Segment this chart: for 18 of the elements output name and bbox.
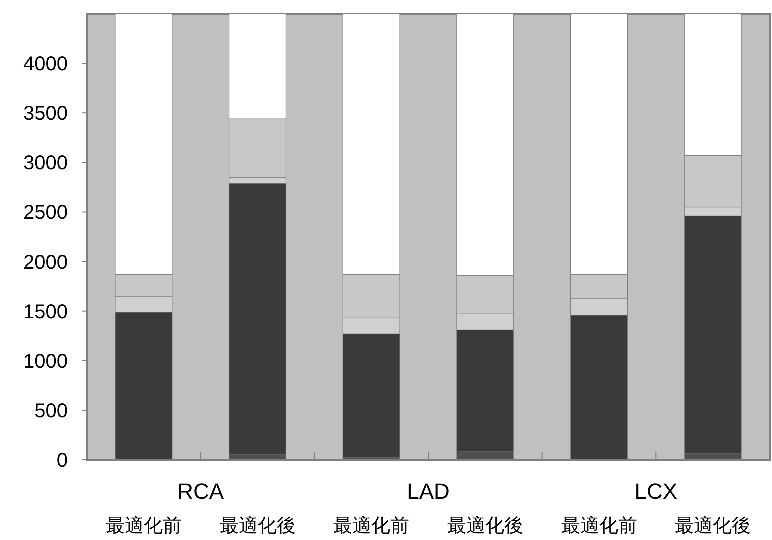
y-tick-label: 2000 [24, 252, 68, 274]
y-tick-label: 500 [34, 400, 68, 422]
y-tick-label: 1500 [24, 301, 68, 324]
x-tick-label: 最適化後 [447, 515, 524, 537]
x-tick-label: 最適化前 [334, 515, 410, 537]
y-tick-label: 3000 [24, 152, 68, 175]
x-tick-label: 最適化前 [106, 515, 182, 537]
y-tick-label: 2500 [24, 202, 68, 224]
text: LCX [634, 479, 678, 504]
y-tick-label: 1000 [24, 350, 68, 373]
x-tick-label: 最適化後 [220, 515, 296, 537]
text: LAD [407, 479, 450, 504]
y-tick-label: 4000 [24, 54, 68, 76]
y-tick-label: 3500 [24, 103, 68, 126]
x-tick-label: 最適化前 [561, 515, 638, 537]
text: RCA [178, 479, 224, 504]
y-tick-label: 0 [56, 450, 68, 472]
x-tick-label: 最適化後 [675, 515, 752, 537]
